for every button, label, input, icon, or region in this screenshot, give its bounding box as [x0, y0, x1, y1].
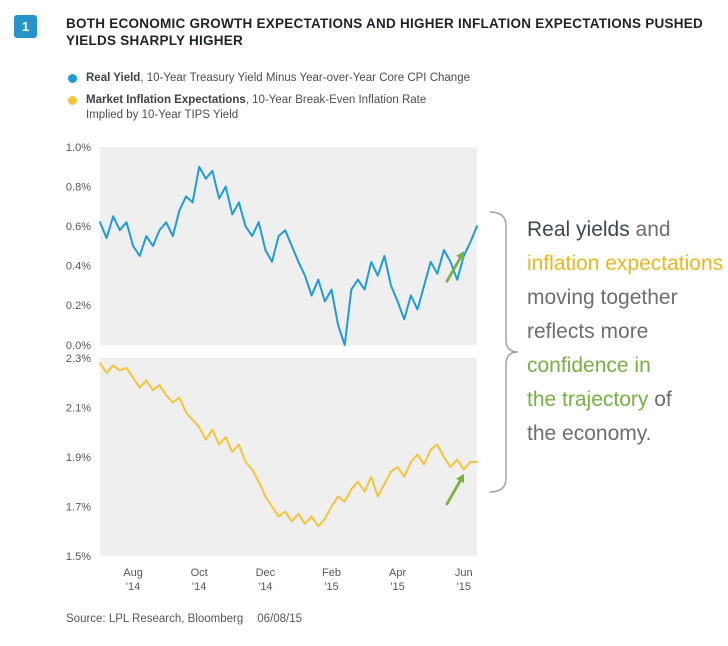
legend: Real Yield, 10-Year Treasury Yield Minus…	[68, 71, 470, 123]
annotation-line: Real yields and	[527, 218, 671, 241]
y-tick-label: 0.6%	[66, 221, 91, 233]
x-tick-label: Aug	[123, 567, 143, 579]
y-tick-label: 1.5%	[66, 551, 91, 563]
y-tick-label: 1.0%	[66, 142, 91, 154]
figure-number-badge: 1	[14, 15, 37, 38]
trend-up-arrow-icon	[445, 479, 462, 506]
trend-up-arrowhead-icon	[456, 474, 464, 484]
x-tick-label: Apr	[389, 567, 406, 579]
source-text: Source: LPL Research, Bloomberg	[66, 613, 244, 625]
annotation-line: reflects more	[527, 320, 649, 343]
x-tick-year: '14	[192, 581, 206, 593]
annotation-line: the trajectory of	[527, 388, 672, 411]
x-tick-label: Feb	[322, 567, 341, 579]
y-tick-label: 0.8%	[66, 181, 91, 193]
source-date: 06/08/15	[257, 613, 303, 625]
annotation-line: moving together	[527, 286, 678, 309]
y-tick-label: 0.4%	[66, 261, 91, 273]
plot-area	[100, 147, 477, 345]
legend-item: Real Yield, 10-Year Treasury Yield Minus…	[68, 71, 470, 86]
y-tick-label: 0.2%	[66, 300, 91, 312]
annotation-line: confidence in	[527, 354, 651, 377]
figure-title: BOTH ECONOMIC GROWTH EXPECTATIONS AND HI…	[66, 15, 703, 49]
legend-item: Market Inflation Expectations, 10-Year B…	[68, 93, 470, 123]
annotation-line: the economy.	[527, 422, 652, 445]
y-tick-label: 2.1%	[66, 402, 91, 414]
figure-title-line-1: BOTH ECONOMIC GROWTH EXPECTATIONS AND HI…	[66, 16, 704, 31]
y-tick-label: 1.7%	[66, 501, 91, 513]
legend-bullet-icon	[68, 74, 77, 83]
x-tick-year: '15	[390, 581, 404, 593]
figure-title-line-2: YIELDS SHARPLY HIGHER	[66, 33, 244, 48]
y-tick-label: 2.3%	[66, 353, 91, 365]
source-note: Source: LPL Research, Bloomberg 06/08/15	[66, 613, 302, 625]
x-tick-year: '14	[258, 581, 272, 593]
x-tick-year: '15	[324, 581, 338, 593]
brace-bracket	[489, 211, 519, 493]
legend-label: Market Inflation Expectations, 10-Year B…	[86, 94, 427, 121]
trend-up-arrowhead-icon	[456, 251, 464, 261]
brace-path	[489, 211, 519, 493]
legend-bullet-icon	[68, 96, 77, 105]
x-tick-label: Oct	[191, 567, 208, 579]
x-tick-year: '14	[126, 581, 140, 593]
x-tick-label: Dec	[256, 567, 276, 579]
real-yield-line	[99, 165, 478, 346]
legend-label: Real Yield, 10-Year Treasury Yield Minus…	[86, 72, 470, 84]
trend-up-arrow-icon	[445, 256, 462, 283]
x-tick-year: '15	[457, 581, 471, 593]
real-yield-chart: 1.0% 0.8% 0.6% 0.4% 0.2% 0.0%	[66, 142, 478, 352]
y-tick-label: 0.0%	[66, 340, 91, 352]
annotation-text: Real yields and inflation expectations mov…	[527, 213, 728, 451]
x-tick-label: Jun	[455, 567, 473, 579]
y-tick-label: 1.9%	[66, 452, 91, 464]
annotation-line: inflation expectations	[527, 252, 724, 275]
inflation-expectations-line	[99, 362, 478, 528]
inflation-expectations-chart: 2.3% 2.1% 1.9% 1.7% 1.5% Aug '14 Oct '14 Dec '14 Fe…	[66, 353, 478, 593]
